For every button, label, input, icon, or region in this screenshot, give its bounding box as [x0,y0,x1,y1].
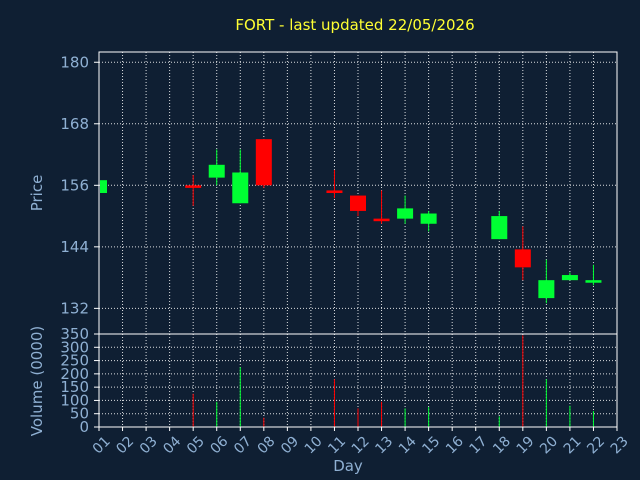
x-tick-label: 15 [419,433,443,457]
volume-y-tick-label: 150 [60,378,89,396]
x-tick-label: 11 [325,433,349,457]
price-y-axis: 132 144 156 168 180 [60,53,99,317]
candle-body [350,195,366,211]
candle-body [185,185,202,188]
x-tick-label: 05 [184,433,208,457]
x-tick-label: 21 [561,433,585,457]
candle-body [100,180,107,193]
x-tick-label: 01 [90,433,114,457]
x-tick-label: 19 [514,433,538,457]
x-tick-label: 06 [208,433,232,457]
x-tick-label: 07 [231,433,255,457]
x-tick-label: 14 [396,433,420,457]
candle-body [514,249,531,268]
candle-body [561,275,578,281]
x-axis-title: Day [333,457,363,475]
candle-body [326,190,343,193]
volume-y-tick-label: 50 [70,405,89,423]
candle-body [585,280,602,283]
x-tick-label: 09 [278,433,302,457]
volume-y-tick-label: 300 [60,338,89,356]
x-tick-label: 20 [537,433,561,457]
volume-y-tick-label: 200 [60,365,89,383]
candle-body [397,208,414,219]
volume-grid [99,334,617,427]
price-y-tick-label: 144 [60,238,89,256]
x-axis: 01 02 03 04 05 06 07 08 09 10 11 12 13 14 15 16 17 18 19 20… [90,427,632,457]
price-y-tick-label: 180 [60,53,89,71]
candle-body [208,164,225,178]
x-tick-label: 17 [467,433,491,457]
candle-body [373,218,390,222]
volume-y-tick-label: 250 [60,352,89,370]
candle-body [538,280,555,299]
volume-y-tick-label: 350 [60,325,89,343]
price-y-tick-label: 168 [60,115,89,133]
x-tick-label: 16 [443,433,467,457]
candle-body [232,172,249,204]
x-tick-label: 13 [372,433,396,457]
volume-bars [98,335,594,427]
x-tick-label: 03 [137,433,161,457]
x-tick-label: 23 [608,433,632,457]
x-tick-label: 10 [302,433,326,457]
candle-body [420,213,437,224]
volume-y-tick-label: 100 [60,391,89,409]
x-tick-label: 02 [113,433,137,457]
volume-axis-title: Volume (0000) [28,326,46,436]
candle-body [491,216,508,240]
chart-title: FORT - last updated 22/05/2026 [235,16,474,34]
x-tick-label: 04 [160,433,184,457]
price-axis-title: Price [28,175,46,212]
x-tick-label: 22 [584,433,608,457]
volume-y-tick-label: 0 [79,418,89,436]
candle-body [255,139,272,186]
x-tick-label: 08 [255,433,279,457]
candlesticks [98,139,602,304]
x-tick-label: 18 [490,433,514,457]
price-panel: 132 144 156 168 180 Price [28,51,618,335]
price-y-tick-label: 132 [60,299,89,317]
x-tick-label: 12 [349,433,373,457]
price-y-tick-label: 156 [60,176,89,194]
